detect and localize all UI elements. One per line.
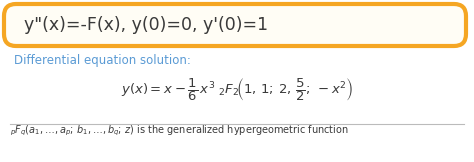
Text: y"(x)=-F(x), y(0)=0, y'(0)=1: y"(x)=-F(x), y(0)=0, y'(0)=1 [24, 16, 268, 34]
FancyBboxPatch shape [4, 4, 466, 46]
Text: ${}_{p}F_{q}(a_1, \ldots, a_p;\, b_1, \ldots, b_q;\, z)$ is the generalized hype: ${}_{p}F_{q}(a_1, \ldots, a_p;\, b_1, \l… [10, 124, 349, 138]
Text: Differential equation solution:: Differential equation solution: [14, 54, 191, 67]
Text: $y(x) = x - \dfrac{1}{6}\,x^3\;{}_{2}F_{2}\!\left(1,\,1;\,2,\,\dfrac{5}{2};\,-x^: $y(x) = x - \dfrac{1}{6}\,x^3\;{}_{2}F_{… [121, 76, 353, 104]
